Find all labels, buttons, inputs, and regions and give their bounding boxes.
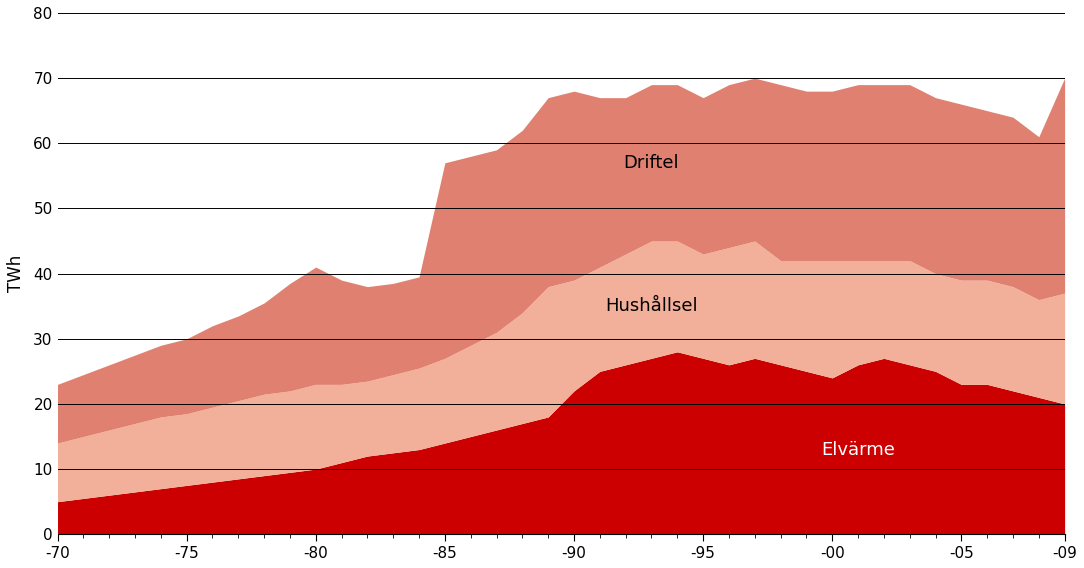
Y-axis label: TWh: TWh [7, 255, 25, 292]
Text: Driftel: Driftel [623, 154, 680, 172]
Text: Elvärme: Elvärme [821, 441, 895, 458]
Text: Hushållsel: Hushållsel [605, 297, 698, 315]
